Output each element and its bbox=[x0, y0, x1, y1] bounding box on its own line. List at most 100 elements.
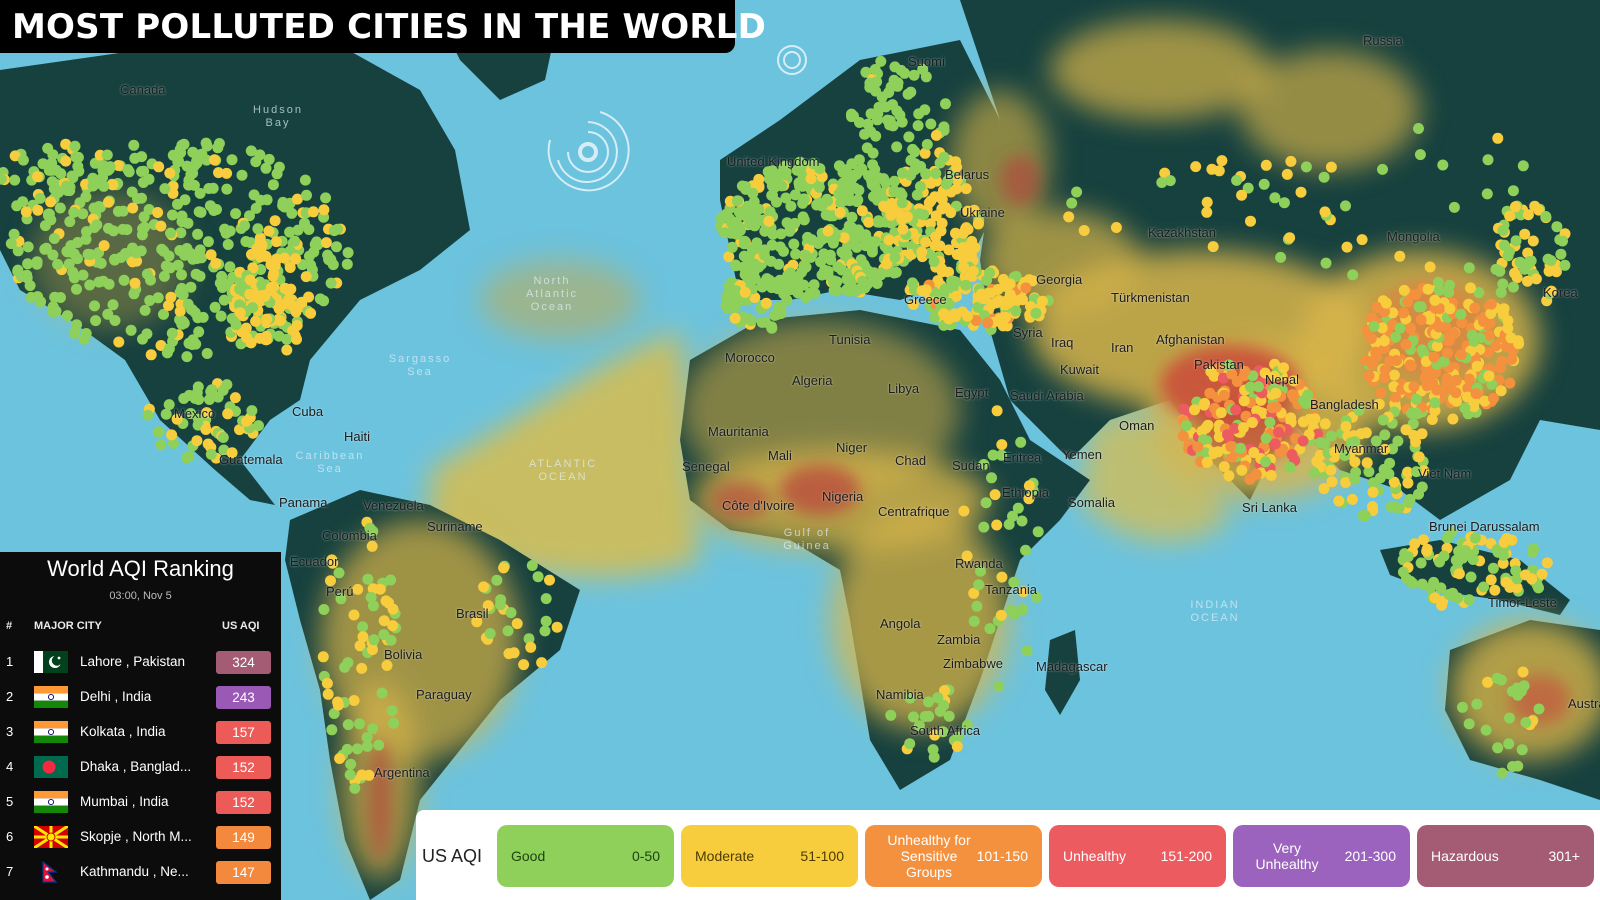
station-marker[interactable] bbox=[84, 279, 96, 291]
station-marker[interactable] bbox=[52, 258, 64, 270]
station-marker[interactable] bbox=[1441, 335, 1453, 347]
station-marker[interactable] bbox=[107, 299, 119, 311]
station-marker[interactable] bbox=[842, 167, 854, 179]
station-marker[interactable] bbox=[1510, 565, 1522, 577]
station-marker[interactable] bbox=[743, 250, 755, 262]
station-marker[interactable] bbox=[1530, 273, 1542, 285]
station-marker[interactable] bbox=[141, 268, 153, 280]
station-marker[interactable] bbox=[291, 333, 302, 345]
station-marker[interactable] bbox=[1429, 592, 1441, 604]
station-marker[interactable] bbox=[1201, 196, 1213, 208]
station-marker[interactable] bbox=[505, 607, 517, 619]
station-marker[interactable] bbox=[1212, 446, 1224, 458]
station-marker[interactable] bbox=[950, 311, 961, 323]
station-marker[interactable] bbox=[917, 63, 929, 75]
station-marker[interactable] bbox=[766, 189, 778, 201]
station-marker[interactable] bbox=[834, 206, 846, 218]
station-marker[interactable] bbox=[1504, 377, 1516, 389]
station-marker[interactable] bbox=[1230, 404, 1242, 416]
station-marker[interactable] bbox=[283, 294, 295, 306]
station-marker[interactable] bbox=[153, 161, 165, 173]
station-marker[interactable] bbox=[253, 420, 264, 432]
station-marker[interactable] bbox=[1519, 228, 1531, 240]
ranking-row[interactable]: 1 Lahore , Pakistan 324 bbox=[0, 647, 281, 677]
station-marker[interactable] bbox=[1226, 368, 1238, 380]
station-marker[interactable] bbox=[66, 170, 78, 182]
station-marker[interactable] bbox=[1020, 282, 1032, 294]
station-marker[interactable] bbox=[785, 200, 797, 212]
station-marker[interactable] bbox=[352, 583, 364, 595]
station-marker[interactable] bbox=[1516, 744, 1528, 756]
station-marker[interactable] bbox=[318, 295, 330, 307]
station-marker[interactable] bbox=[356, 662, 368, 674]
station-marker[interactable] bbox=[322, 688, 334, 700]
station-marker[interactable] bbox=[331, 241, 342, 253]
station-marker[interactable] bbox=[495, 594, 507, 606]
station-marker[interactable] bbox=[951, 161, 963, 173]
station-marker[interactable] bbox=[1231, 174, 1243, 186]
station-marker[interactable] bbox=[1180, 420, 1192, 432]
station-marker[interactable] bbox=[1010, 270, 1022, 282]
station-marker[interactable] bbox=[363, 769, 375, 781]
station-marker[interactable] bbox=[247, 262, 259, 274]
station-marker[interactable] bbox=[526, 560, 538, 571]
station-marker[interactable] bbox=[916, 246, 928, 258]
station-marker[interactable] bbox=[387, 620, 399, 632]
legend-item-unhealthy-sensitive[interactable]: Unhealthy for Sensitive Groups 101-150 bbox=[865, 825, 1042, 887]
station-marker[interactable] bbox=[726, 217, 738, 229]
station-marker[interactable] bbox=[888, 175, 900, 187]
station-marker[interactable] bbox=[482, 600, 494, 612]
station-marker[interactable] bbox=[367, 723, 379, 735]
station-marker[interactable] bbox=[960, 222, 972, 234]
station-marker[interactable] bbox=[544, 574, 555, 586]
station-marker[interactable] bbox=[201, 348, 213, 359]
station-marker[interactable] bbox=[1510, 235, 1522, 247]
station-marker[interactable] bbox=[858, 233, 870, 245]
station-marker[interactable] bbox=[1346, 493, 1358, 505]
station-marker[interactable] bbox=[1486, 378, 1498, 390]
station-marker[interactable] bbox=[1450, 374, 1462, 386]
station-marker[interactable] bbox=[98, 180, 110, 192]
station-marker[interactable] bbox=[1164, 175, 1176, 187]
station-marker[interactable] bbox=[975, 565, 986, 577]
station-marker[interactable] bbox=[919, 147, 931, 159]
station-marker[interactable] bbox=[1557, 235, 1568, 247]
station-marker[interactable] bbox=[139, 304, 151, 316]
station-marker[interactable] bbox=[905, 154, 917, 166]
station-marker[interactable] bbox=[848, 230, 860, 242]
station-marker[interactable] bbox=[193, 326, 205, 338]
station-marker[interactable] bbox=[1156, 177, 1168, 188]
station-marker[interactable] bbox=[511, 618, 523, 630]
station-marker[interactable] bbox=[903, 131, 915, 143]
station-marker[interactable] bbox=[1259, 367, 1271, 379]
station-marker[interactable] bbox=[299, 217, 310, 229]
station-marker[interactable] bbox=[332, 699, 344, 711]
station-marker[interactable] bbox=[863, 216, 875, 228]
station-marker[interactable] bbox=[938, 151, 950, 163]
station-marker[interactable] bbox=[1394, 322, 1406, 334]
station-marker[interactable] bbox=[1506, 353, 1518, 365]
station-marker[interactable] bbox=[205, 448, 217, 460]
station-marker[interactable] bbox=[1491, 672, 1503, 684]
station-marker[interactable] bbox=[1471, 698, 1483, 710]
station-marker[interactable] bbox=[788, 238, 800, 250]
station-marker[interactable] bbox=[1318, 171, 1330, 183]
station-marker[interactable] bbox=[539, 625, 551, 637]
station-marker[interactable] bbox=[141, 328, 153, 340]
station-marker[interactable] bbox=[1339, 450, 1351, 461]
station-marker[interactable] bbox=[882, 244, 894, 255]
station-marker[interactable] bbox=[907, 277, 918, 289]
station-marker[interactable] bbox=[886, 197, 898, 209]
station-marker[interactable] bbox=[1480, 724, 1492, 736]
station-marker[interactable] bbox=[965, 249, 977, 261]
station-marker[interactable] bbox=[1242, 182, 1254, 194]
station-marker[interactable] bbox=[368, 634, 380, 646]
station-marker[interactable] bbox=[1353, 404, 1365, 416]
station-marker[interactable] bbox=[357, 631, 369, 643]
station-marker[interactable] bbox=[925, 118, 937, 130]
station-marker[interactable] bbox=[274, 315, 286, 327]
station-marker[interactable] bbox=[335, 593, 347, 605]
station-marker[interactable] bbox=[1429, 405, 1441, 417]
station-marker[interactable] bbox=[1413, 301, 1425, 313]
station-marker[interactable] bbox=[1410, 289, 1422, 301]
